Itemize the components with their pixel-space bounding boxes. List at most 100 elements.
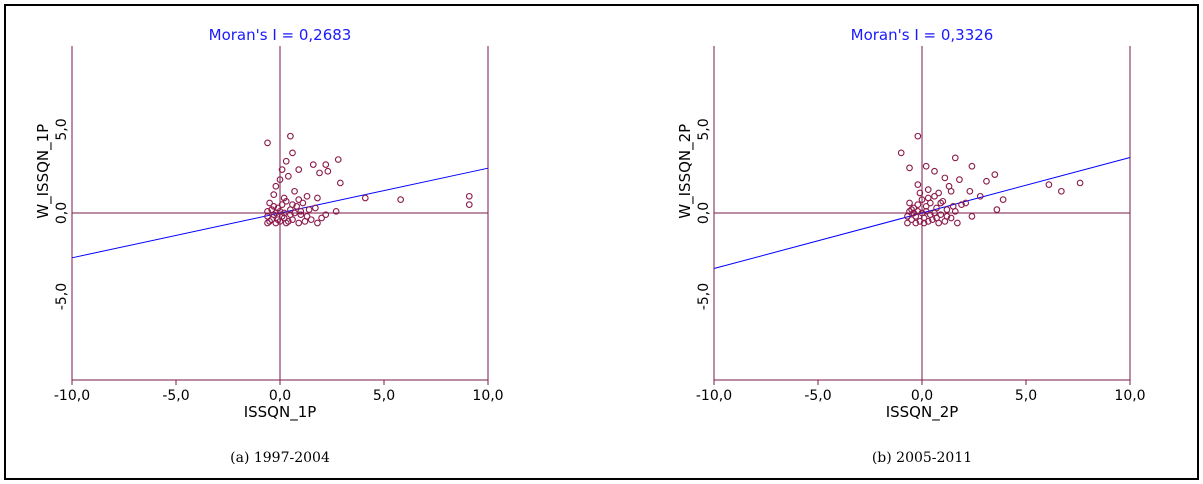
data-point xyxy=(947,187,955,195)
data-point xyxy=(397,196,404,203)
data-point xyxy=(926,211,934,219)
data-point xyxy=(276,176,284,183)
x-tick-label: 5,0 xyxy=(373,388,395,404)
data-point xyxy=(465,201,473,208)
data-point xyxy=(322,161,330,168)
panel-caption: (b) 2005-2011 xyxy=(872,450,972,466)
x-tick-label: 10,0 xyxy=(1114,388,1145,404)
data-point xyxy=(270,202,278,210)
data-point xyxy=(956,176,963,183)
data-point xyxy=(908,216,915,224)
data-point xyxy=(291,187,298,195)
data-point xyxy=(332,207,340,215)
data-point xyxy=(316,169,323,177)
data-point xyxy=(999,196,1007,203)
data-point xyxy=(272,182,280,190)
y-tick-label: -5,0 xyxy=(696,283,712,310)
data-point xyxy=(295,219,303,227)
data-point xyxy=(305,206,313,214)
x-tick-label: 0,0 xyxy=(911,388,933,404)
data-point xyxy=(914,132,922,140)
figure-frame xyxy=(4,4,1199,480)
data-point xyxy=(1045,181,1053,188)
x-tick-label: 5,0 xyxy=(1015,388,1037,404)
x-axis-label: ISSQN_1P xyxy=(244,403,317,422)
data-point xyxy=(951,207,959,215)
data-point xyxy=(966,187,974,195)
data-point xyxy=(910,209,918,217)
data-point xyxy=(1076,179,1084,187)
data-point xyxy=(334,156,342,163)
data-point xyxy=(943,206,951,214)
data-point xyxy=(1058,187,1065,195)
data-point xyxy=(914,181,922,188)
y-axis-label: W_ISSQN_2P xyxy=(676,124,695,219)
data-point xyxy=(264,219,271,227)
data-point xyxy=(287,211,294,219)
data-point xyxy=(312,204,319,212)
data-point xyxy=(309,161,317,168)
data-point xyxy=(958,201,965,208)
data-point xyxy=(324,167,332,175)
data-point xyxy=(282,197,290,205)
data-point xyxy=(906,164,913,172)
data-point xyxy=(933,214,940,222)
data-point xyxy=(295,196,303,203)
data-point xyxy=(904,219,911,227)
data-point xyxy=(943,212,951,220)
data-point xyxy=(908,206,915,214)
data-point xyxy=(278,201,286,208)
data-point xyxy=(954,219,961,227)
data-point xyxy=(968,162,976,170)
data-point xyxy=(937,211,945,219)
data-point xyxy=(937,199,945,207)
data-point xyxy=(291,209,298,217)
data-point xyxy=(922,162,930,170)
data-point xyxy=(282,157,290,165)
data-point xyxy=(297,207,305,215)
data-point xyxy=(264,139,271,147)
data-point xyxy=(918,196,926,203)
x-tick-label: -5,0 xyxy=(162,388,189,404)
data-point xyxy=(916,218,924,225)
regression-line xyxy=(713,156,1131,270)
data-point xyxy=(906,199,913,207)
y-tick-label: 0,0 xyxy=(54,202,70,224)
data-point xyxy=(270,191,278,198)
data-point xyxy=(922,207,930,215)
y-tick-label: 0,0 xyxy=(696,202,712,224)
data-point xyxy=(918,209,926,217)
data-point xyxy=(266,199,273,207)
data-point xyxy=(322,211,330,219)
data-point xyxy=(922,202,930,210)
y-tick-label: 5,0 xyxy=(54,118,70,140)
data-point xyxy=(962,199,970,207)
chart-title: Moran's I = 0,3326 xyxy=(851,26,994,44)
x-tick-label: 0,0 xyxy=(269,388,291,404)
data-point xyxy=(897,149,905,157)
data-point xyxy=(274,216,282,224)
y-tick-label: 5,0 xyxy=(696,118,712,140)
data-point xyxy=(914,201,922,208)
x-tick-label: -10,0 xyxy=(696,388,732,404)
data-point xyxy=(303,192,311,200)
data-point xyxy=(924,218,932,225)
data-point xyxy=(318,214,325,222)
panel-caption: (a) 1997-2004 xyxy=(230,450,330,466)
data-point xyxy=(264,207,271,215)
y-tick-label: -5,0 xyxy=(54,283,70,310)
data-point xyxy=(916,189,924,197)
x-tick-label: -5,0 xyxy=(804,388,831,404)
data-point xyxy=(951,154,959,162)
data-point xyxy=(287,132,294,140)
data-point xyxy=(924,186,932,193)
data-point xyxy=(931,167,938,175)
x-axis-label: ISSQN_2P xyxy=(886,403,959,422)
data-point xyxy=(293,202,300,210)
scatter-panel-a: Moran's I = 0,2683 -10,0 -5,0 0,0 5,0 10,0 5,0… xyxy=(34,26,504,466)
data-point xyxy=(307,216,315,224)
data-point xyxy=(297,211,305,219)
data-point xyxy=(947,214,955,222)
data-point xyxy=(272,219,280,227)
